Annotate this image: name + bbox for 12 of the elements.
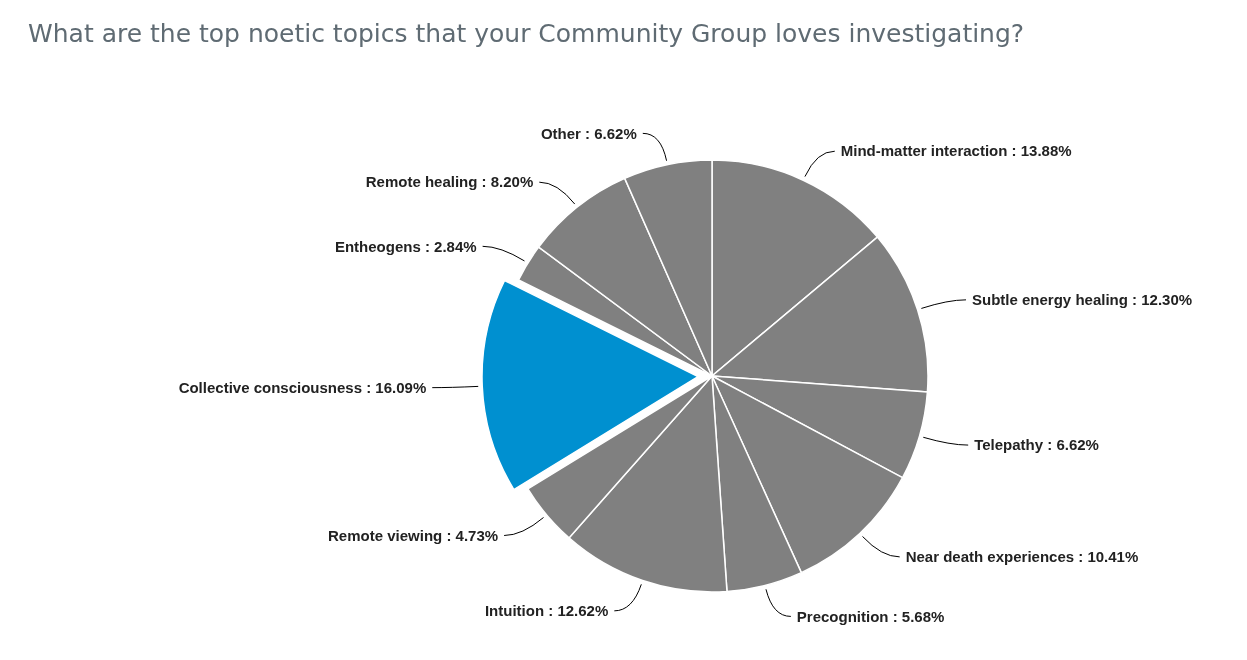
slice-label: Other : 6.62% (540, 124, 637, 142)
slice-label: Remote healing : 8.20% (365, 173, 534, 191)
slice-label: Telepathy : 6.62% (974, 436, 1099, 454)
slice-label: Intuition : 12.62% (484, 602, 609, 620)
slice-label: Entheogens : 2.84% (334, 237, 477, 255)
slice-label: Near death experiences : 10.41% (905, 548, 1139, 566)
chart-title: What are the top noetic topics that your Community Group loves investigating? (28, 19, 1025, 48)
slice-label: Subtle energy healing : 12.30% (972, 291, 1193, 309)
slice-label: Precognition : 5.68% (796, 607, 945, 625)
slice-label: Remote viewing : 4.73% (328, 526, 499, 544)
slice-label: Mind-matter interaction : 13.88% (840, 142, 1072, 160)
slice-label: Collective consciousness : 16.09% (178, 378, 427, 396)
